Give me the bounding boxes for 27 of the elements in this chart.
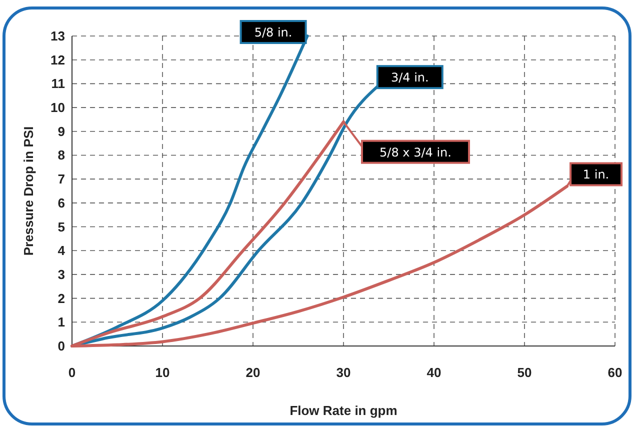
- y-tick-label: 2: [58, 290, 65, 306]
- y-tick-label: 5: [58, 219, 65, 234]
- y-tick-label: 8: [58, 148, 65, 163]
- y-tick-label: 0: [58, 338, 65, 354]
- x-tick-label: 20: [246, 365, 260, 380]
- text: 5/8 x 3/4 in.: [380, 145, 452, 160]
- series-label: 5/8 in.: [254, 26, 292, 40]
- x-tick-label: 30: [336, 365, 351, 380]
- x-tick-label: 40: [426, 365, 442, 380]
- y-axis-title: Pressure Drop in PSI: [21, 126, 36, 256]
- y-tick-label: 11: [51, 76, 65, 92]
- x-tick-label: 50: [517, 365, 532, 380]
- legend-label: 1 in.: [582, 168, 610, 182]
- x-tick-label: 60: [608, 365, 622, 380]
- x-axis-title: Flow Rate in gpm: [290, 403, 398, 418]
- y-tick-label: 12: [50, 52, 65, 68]
- y-tick-label: 3: [58, 266, 65, 282]
- y-tick-label: 7: [58, 172, 65, 187]
- y-tick-label: 13: [50, 28, 65, 44]
- y-tick-label: 9: [58, 124, 65, 139]
- x-tick-label: 0: [68, 365, 76, 380]
- y-tick-label: 1: [58, 314, 65, 330]
- y-tick-label: 4: [58, 243, 66, 258]
- y-tick-label: 6: [58, 195, 65, 210]
- y-tick-label: 10: [50, 100, 65, 116]
- series-label: 3/4 in.: [390, 70, 429, 85]
- x-tick-label: 10: [155, 365, 170, 380]
